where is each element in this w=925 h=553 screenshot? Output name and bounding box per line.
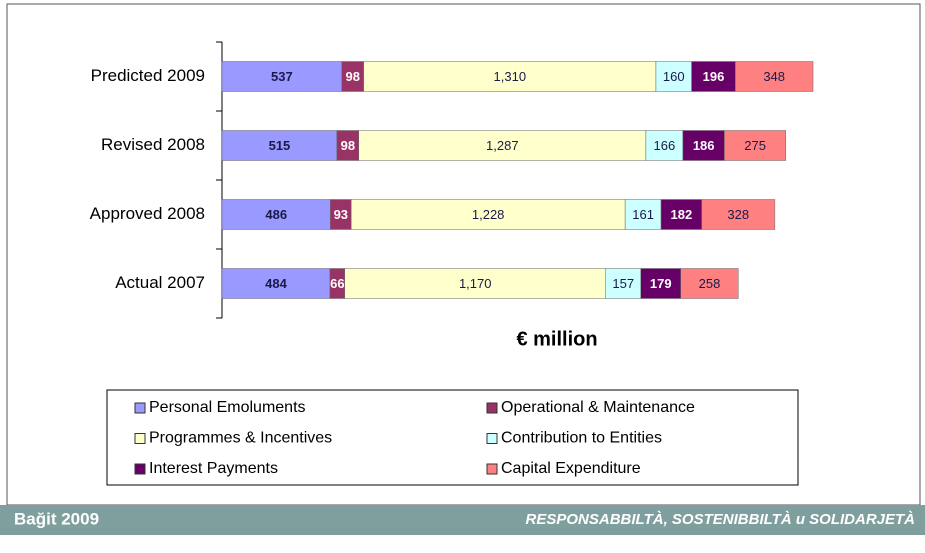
bar-segment — [605, 268, 642, 299]
value-label: 196 — [703, 69, 725, 84]
value-label: 179 — [650, 276, 672, 291]
bar-segment — [363, 61, 657, 92]
bar-segment — [660, 199, 702, 230]
value-label: 166 — [654, 138, 676, 153]
value-label: 275 — [744, 138, 766, 153]
value-label: 348 — [763, 69, 785, 84]
legend-label: Contribution to Entities — [501, 430, 662, 447]
legend-marker — [486, 402, 498, 414]
bar-segment — [680, 268, 739, 299]
value-label: 160 — [663, 69, 685, 84]
value-label: 515 — [269, 138, 291, 153]
bar-segment — [645, 130, 684, 161]
bar-segment — [221, 268, 331, 299]
value-label: 537 — [271, 69, 293, 84]
bar-segment — [655, 61, 692, 92]
legend-marker — [134, 463, 146, 475]
value-label: 1,228 — [472, 207, 505, 222]
axis-label: € million — [516, 328, 597, 350]
category-label: Predicted 2009 — [91, 66, 205, 85]
value-label: 182 — [671, 207, 693, 222]
value-label: 186 — [693, 138, 715, 153]
value-label: 1,310 — [494, 69, 527, 84]
value-label: 484 — [265, 276, 287, 291]
value-label: 98 — [346, 69, 360, 84]
bar-segment — [344, 268, 606, 299]
legend-label: Programmes & Incentives — [149, 430, 332, 447]
value-label: 98 — [341, 138, 355, 153]
legend-label: Operational & Maintenance — [501, 399, 695, 416]
bar-segment — [350, 199, 626, 230]
bar-segment — [691, 61, 736, 92]
category-label: Approved 2008 — [90, 204, 205, 223]
value-label: 486 — [265, 207, 287, 222]
category-label: Actual 2007 — [115, 273, 205, 292]
value-label: 1,287 — [486, 138, 519, 153]
legend-label: Personal Emoluments — [149, 399, 306, 416]
value-label: 93 — [334, 207, 348, 222]
legend-marker — [486, 463, 498, 475]
footer-bar — [0, 505, 925, 535]
legend-label: Capital Expenditure — [501, 460, 641, 477]
bar-segment — [640, 268, 681, 299]
value-label: 1,170 — [459, 276, 492, 291]
bar-segment — [682, 130, 725, 161]
value-label: 66 — [330, 276, 344, 291]
legend-marker — [134, 433, 146, 444]
value-label: 328 — [727, 207, 749, 222]
bar-segment — [221, 199, 331, 230]
bar-segment — [221, 61, 343, 92]
bar-segment — [358, 130, 647, 161]
bar-segment — [735, 61, 814, 92]
bar-segment — [724, 130, 787, 161]
bar-segment — [221, 130, 338, 161]
legend-marker — [134, 402, 146, 414]
legend-box — [106, 389, 799, 486]
legend-marker — [486, 433, 498, 444]
footer-left: Bağit 2009 — [14, 509, 99, 528]
value-label: 258 — [699, 276, 721, 291]
bar-segment — [624, 199, 662, 230]
footer-right: RESPONSABBILTÀ, SOSTENIBBILTÀ u SOLIDARJ… — [526, 511, 915, 528]
bar-segment — [701, 199, 776, 230]
category-label: Revised 2008 — [101, 135, 205, 154]
value-label: 157 — [612, 276, 634, 291]
legend-label: Interest Payments — [149, 460, 278, 477]
value-label: 161 — [632, 207, 654, 222]
